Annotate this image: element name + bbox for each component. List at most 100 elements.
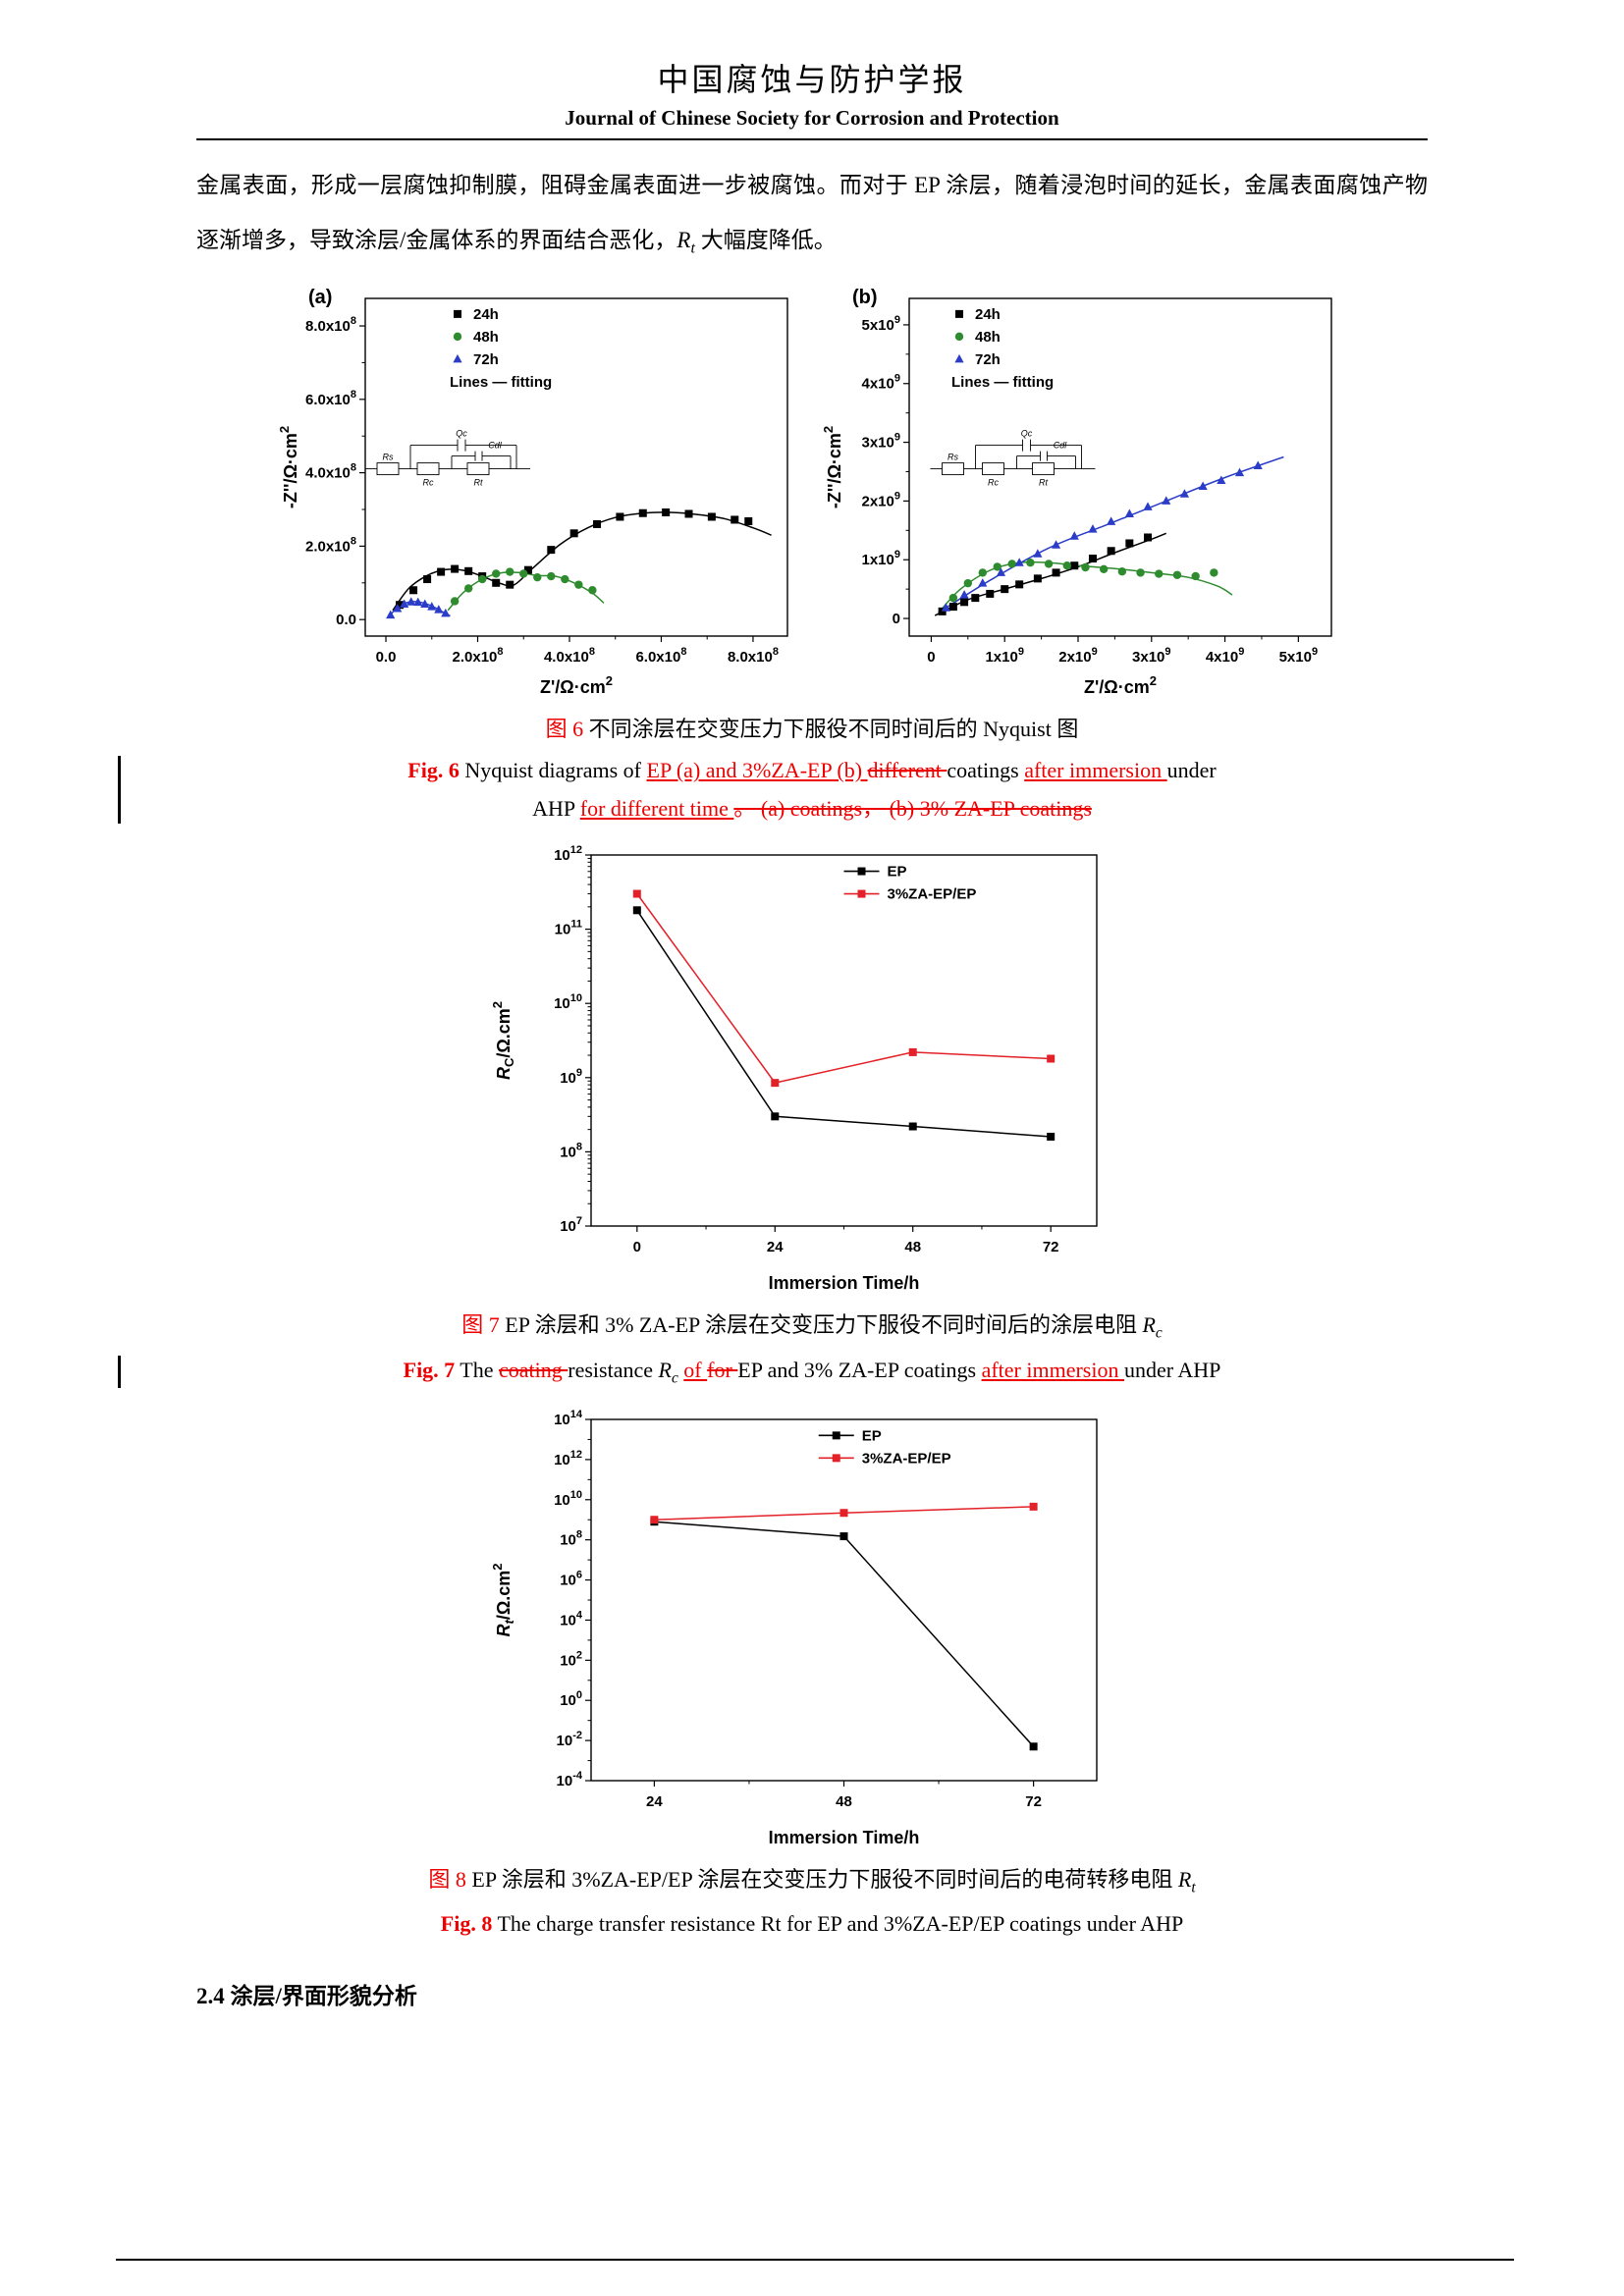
- fig6-caption-zh: 图 6 不同涂层在交变压力下服役不同时间后的 Nyquist 图: [196, 711, 1428, 749]
- caption-segment: Nyquist diagrams of: [459, 758, 647, 783]
- x-axis-title: Immersion Time/h: [769, 1828, 920, 1847]
- y-axis-title: RC/Ω.cm2: [490, 1001, 516, 1080]
- svg-text:72h: 72h: [975, 351, 1001, 368]
- caption-segment: 不同涂层在交变压力下服役不同时间后的 Nyquist 图: [583, 716, 1079, 741]
- y-axis-title: -Z''/Ω·cm2: [277, 426, 300, 508]
- svg-text:0.0: 0.0: [336, 612, 356, 628]
- fig7-caption-en-line: Fig. 7 The coating resistance Rc of for …: [403, 1357, 1221, 1386]
- svg-text:48: 48: [904, 1239, 921, 1255]
- svg-text:109: 109: [560, 1067, 582, 1087]
- text-run: 金属表面，形成一层腐蚀抑制膜，阻碍金属表面进一步被腐蚀。而对于 EP 涂层，随着…: [196, 173, 1428, 253]
- caption-segment: EP (a) and 3%ZA-EP (b): [646, 758, 868, 783]
- svg-text:1010: 1010: [554, 1489, 582, 1509]
- caption-segment: for different time: [579, 795, 734, 821]
- svg-text:8.0x108: 8.0x108: [728, 646, 779, 666]
- panel-label-b: (b): [852, 286, 878, 308]
- legend: 24h 48h 72h Lines — fitting: [951, 306, 1054, 391]
- svg-text:10-4: 10-4: [557, 1770, 583, 1789]
- caption-segment: after immersion: [1024, 758, 1167, 783]
- series-3%ZA-EP/EP: [632, 889, 1056, 1088]
- fig8-rt-chart: 24 48 72 10-4 10-2 100 102 104 106 108 1010 1012 101…: [488, 1406, 1136, 1857]
- fig7-svg: 0 24 48 72 107 108 109 1010 1011 1012 Immersion Ti…: [490, 844, 1098, 1293]
- figure6: (a) 0.0 2.0x108 4.0x108 6.0x108 8.0x108 0.0 2.…: [196, 285, 1428, 707]
- caption-segment: c: [1155, 1324, 1163, 1342]
- equivalent-circuit-inset: Rs Qc Rc Cdl Rt: [365, 428, 530, 487]
- x-axis-title: Immersion Time/h: [769, 1273, 920, 1293]
- svg-text:24: 24: [646, 1793, 663, 1810]
- fig8-caption-zh: 图 8 EP 涂层和 3%ZA-EP/EP 涂层在交变压力下服役不同时间后的电荷…: [196, 1861, 1428, 1901]
- svg-text:EP: EP: [862, 1427, 882, 1444]
- svg-text:3%ZA-EP/EP: 3%ZA-EP/EP: [888, 886, 977, 903]
- caption-segment: for: [707, 1357, 738, 1382]
- caption-segment: The: [455, 1357, 499, 1382]
- legend: EP 3%ZA-EP/EP: [818, 1427, 951, 1467]
- svg-text:0.0: 0.0: [376, 649, 397, 666]
- svg-text:72h: 72h: [473, 351, 499, 368]
- plot-frame: [364, 296, 788, 637]
- fig6b-nyquist-chart: 0 1x109 2x109 3x109 4x109 5x109 0 1x109 2x109 3x1…: [819, 285, 1349, 707]
- caption-segment: EP and 3% ZA-EP coatings: [737, 1357, 982, 1382]
- svg-text:100: 100: [560, 1689, 582, 1709]
- plot-frame: [908, 296, 1332, 637]
- y-axis-title: -Z''/Ω·cm2: [821, 426, 844, 508]
- svg-text:108: 108: [560, 1529, 582, 1549]
- x-axis-title: Z'/Ω·cm2: [540, 673, 613, 697]
- legend: 24h 48h 72h Lines — fitting: [450, 306, 552, 391]
- series-48h: [450, 567, 597, 606]
- caption-segment: Fig. 7: [403, 1357, 456, 1382]
- svg-text:4.0x108: 4.0x108: [305, 461, 356, 481]
- svg-text:Lines — fitting: Lines — fitting: [450, 374, 552, 391]
- revision-bar: [118, 756, 121, 825]
- svg-text:107: 107: [560, 1215, 582, 1235]
- svg-text:Qc: Qc: [1021, 428, 1033, 438]
- svg-text:2.0x108: 2.0x108: [453, 646, 504, 666]
- figure8: 24 48 72 10-4 10-2 100 102 104 106 108 1010 1012 101…: [196, 1406, 1428, 1857]
- series-EP: [650, 1518, 1038, 1751]
- svg-text:108: 108: [560, 1142, 582, 1161]
- svg-text:6.0x108: 6.0x108: [635, 646, 686, 666]
- svg-text:24h: 24h: [975, 306, 1001, 323]
- caption-segment: EP 涂层和 3%ZA-EP/EP 涂层在交变压力下服役不同时间后的电荷转移电阻: [465, 1866, 1178, 1892]
- svg-text:48h: 48h: [473, 329, 499, 346]
- fig8-svg: 24 48 72 10-4 10-2 100 102 104 106 108 1010 1012 101…: [490, 1409, 1098, 1847]
- svg-text:Cdl: Cdl: [488, 440, 503, 450]
- svg-text:0: 0: [893, 611, 900, 627]
- rt-sub: t: [690, 240, 695, 257]
- section-heading-2-4: 2.4 涂层/界面形貌分析: [196, 1983, 417, 2008]
- series-48h-fit: [447, 570, 605, 611]
- fig6-caption-en: Fig. 6 Nyquist diagrams of EP (a) and 3%…: [118, 752, 1428, 828]
- svg-text:24h: 24h: [473, 306, 499, 323]
- header-rule: [196, 138, 1428, 140]
- caption-segment: coatings: [947, 758, 1025, 783]
- journal-title-zh: 中国腐蚀与防护学报: [657, 62, 967, 97]
- series-24h-fit: [392, 510, 772, 611]
- fig7-rc-chart: 0 24 48 72 107 108 109 1010 1011 1012 Immersion Ti…: [488, 841, 1136, 1303]
- caption-segment: resistance: [568, 1357, 659, 1382]
- fig8-caption-en-line: Fig. 8 The charge transfer resistance Rt…: [441, 1911, 1183, 1936]
- svg-text:4x109: 4x109: [1206, 646, 1245, 666]
- svg-text:1010: 1010: [554, 992, 582, 1012]
- svg-text:1012: 1012: [554, 1449, 582, 1468]
- svg-text:24: 24: [767, 1239, 784, 1255]
- caption-segment: 图 8: [428, 1866, 466, 1892]
- svg-text:2x109: 2x109: [862, 490, 901, 509]
- equivalent-circuit-inset: Rs Qc Rc Cdl Rt: [930, 428, 1096, 487]
- svg-text:Rt: Rt: [474, 477, 483, 487]
- page-border-bottom: [116, 2259, 1514, 2261]
- svg-text:6.0x108: 6.0x108: [305, 389, 356, 408]
- svg-text:72: 72: [1043, 1239, 1059, 1255]
- caption-segment: under: [1166, 758, 1217, 783]
- svg-text:3x109: 3x109: [1132, 646, 1171, 666]
- svg-text:102: 102: [560, 1649, 582, 1669]
- svg-text:Qc: Qc: [456, 428, 467, 438]
- svg-text:5x109: 5x109: [1279, 646, 1319, 666]
- page-header: 中国腐蚀与防护学报 Journal of Chinese Society for…: [196, 55, 1428, 140]
- svg-text:1011: 1011: [555, 919, 582, 938]
- fig6a-svg: 0.0 2.0x108 4.0x108 6.0x108 8.0x108 0.0 2.0x10…: [277, 296, 788, 697]
- caption-segment: R: [1142, 1312, 1156, 1338]
- svg-text:EP: EP: [888, 864, 907, 881]
- svg-text:1014: 1014: [554, 1409, 583, 1428]
- svg-text:5x109: 5x109: [862, 314, 901, 334]
- svg-text:1x109: 1x109: [985, 646, 1024, 666]
